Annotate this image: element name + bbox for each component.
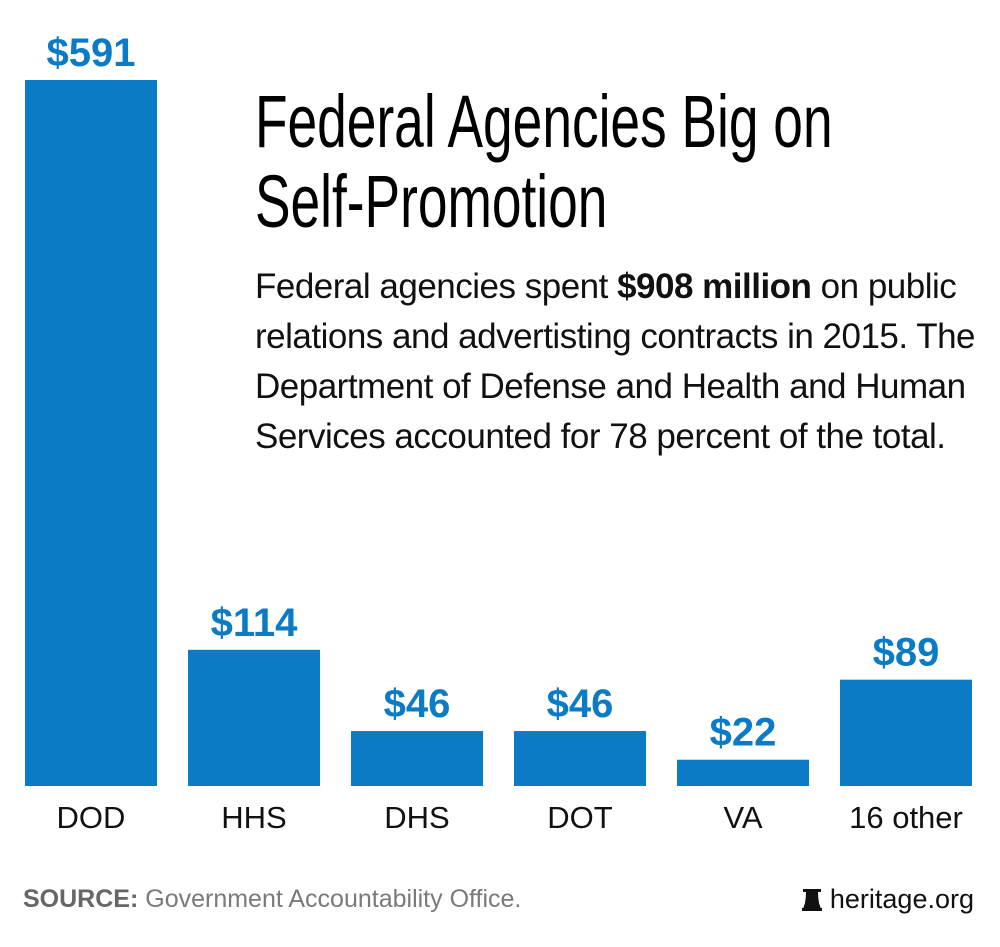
brand[interactable]: heritage.org: [801, 884, 974, 915]
category-label: VA: [723, 800, 762, 835]
category-label: 16 other: [849, 800, 963, 835]
subtitle-text-before: Federal agencies spent: [255, 267, 618, 306]
bar-va: [677, 759, 809, 786]
title-line-2: Self-Promotion: [255, 160, 608, 243]
chart-title: Federal Agencies Big on Self-Promotion: [255, 80, 833, 243]
category-label: DOT: [547, 800, 613, 835]
subtitle-text-after: on public relations and advertisting con…: [255, 267, 976, 456]
title-line-1: Federal Agencies Big on: [255, 80, 833, 163]
brand-link[interactable]: heritage.org: [829, 884, 974, 914]
chart-subtitle: Federal agencies spent $908 million on p…: [255, 262, 985, 462]
value-label: $591: [47, 31, 136, 75]
category-label: DOD: [57, 800, 126, 835]
bar-dod: [25, 80, 157, 786]
category-labels-group: DOD HHS DHS DOT VA 16 other: [57, 800, 963, 835]
value-label: $89: [873, 631, 940, 675]
value-label: $46: [384, 682, 451, 726]
subtitle-highlight: $908 million: [617, 267, 812, 306]
title-block: Federal Agencies Big on Self-Promotion: [255, 82, 975, 242]
value-labels-group: $591 $114 $46 $46 $22 $89: [47, 31, 940, 755]
value-label: $22: [710, 711, 777, 755]
bar-16-other: [840, 679, 972, 786]
bar-dot: [514, 731, 646, 786]
category-label: HHS: [221, 800, 286, 835]
bar-hhs: [188, 649, 320, 786]
bars-group: [25, 80, 972, 786]
value-label: $46: [547, 682, 614, 726]
liberty-bell-icon: [801, 888, 822, 911]
bar-dhs: [351, 731, 483, 786]
category-label: DHS: [384, 800, 449, 835]
source-text: Government Accountability Office.: [138, 885, 522, 913]
source-note: SOURCE: Government Accountability Office…: [23, 885, 521, 914]
value-label: $114: [211, 601, 299, 645]
source-label: SOURCE:: [23, 885, 139, 913]
